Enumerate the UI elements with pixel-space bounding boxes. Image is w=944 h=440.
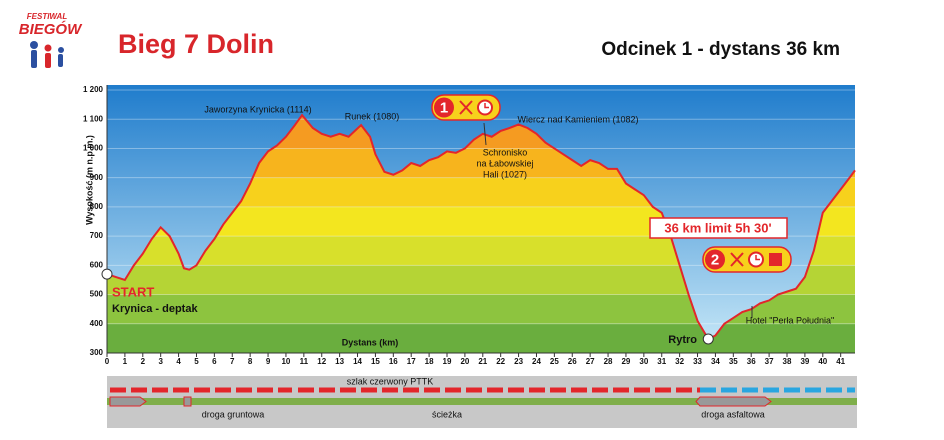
road-arrow <box>695 396 772 407</box>
surface-line <box>107 398 857 405</box>
hotel-label: Hotel "Perła Południa" <box>746 315 834 325</box>
elevation-band <box>107 323 855 353</box>
station-circle <box>434 97 454 118</box>
station-number: 1 <box>440 99 448 116</box>
x-tick-label: 35 <box>729 357 738 366</box>
shelter-label: Schronisko <box>483 147 528 157</box>
x-tick-label: 33 <box>693 357 702 366</box>
route-legend: droga gruntowa <box>202 409 265 419</box>
y-tick-label: 1 000 <box>83 144 104 153</box>
y-tick-label: 900 <box>90 173 104 182</box>
peak-label: Wiercz nad Kamieniem (1082) <box>517 114 638 124</box>
chart-title: Bieg 7 Dolin <box>118 29 274 59</box>
leader <box>483 122 487 146</box>
x-tick-label: 10 <box>281 357 290 366</box>
x-tick-label: 9 <box>266 357 271 366</box>
logo-main: BIEGÓW <box>19 20 83 38</box>
x-tick-label: 25 <box>550 357 559 366</box>
clock-hands <box>484 103 489 109</box>
x-tick-label: 37 <box>765 357 774 366</box>
x-tick-label: 34 <box>711 357 720 366</box>
finish-label: Rytro <box>668 334 697 346</box>
x-axis-label: Dystans (km) <box>342 337 399 347</box>
x-tick-label: 29 <box>621 357 630 366</box>
x-tick-label: 16 <box>389 357 398 366</box>
food-icon <box>459 100 473 115</box>
x-tick-label: 5 <box>194 357 199 366</box>
y-tick-label: 400 <box>90 319 104 328</box>
x-tick-label: 41 <box>836 357 845 366</box>
start-place: Krynica - deptak <box>112 303 198 315</box>
y-tick-label: 800 <box>90 202 104 211</box>
clock-hands <box>755 255 760 261</box>
shelter-label: na Łabowskiej <box>476 158 533 168</box>
x-tick-label: 7 <box>230 357 235 366</box>
elevation-line <box>106 113 856 341</box>
finish-point <box>702 333 714 345</box>
x-tick-label: 19 <box>443 357 452 366</box>
x-tick-label: 39 <box>800 357 809 366</box>
y-tick-label: 500 <box>90 290 104 299</box>
x-axis-bar <box>105 353 857 371</box>
y-tick-label: 300 <box>90 348 104 357</box>
x-tick-label: 40 <box>818 357 827 366</box>
limit-label: 36 km limit 5h 30' <box>664 220 771 235</box>
x-tick-label: 31 <box>657 357 666 366</box>
x-tick-label: 13 <box>335 357 344 366</box>
y-tick-label: 600 <box>90 260 104 269</box>
x-tick-label: 38 <box>783 357 792 366</box>
y-tick-label: 700 <box>90 231 104 240</box>
x-tick-label: 17 <box>407 357 416 366</box>
x-tick-label: 26 <box>568 357 577 366</box>
x-tick-label: 6 <box>212 357 217 366</box>
x-tick-label: 24 <box>532 357 541 366</box>
x-tick-label: 8 <box>248 357 253 366</box>
limit-box <box>649 217 788 239</box>
x-tick-label: 14 <box>353 357 362 366</box>
x-tick-label: 11 <box>300 357 309 366</box>
station-number: 2 <box>711 251 719 268</box>
y-tick-label: 1 200 <box>83 85 104 94</box>
x-tick-label: 3 <box>158 357 163 366</box>
bag-icon <box>769 253 782 266</box>
route-legend: szlak czerwony PTTK <box>347 376 434 386</box>
road-arrow <box>183 396 192 407</box>
station-circle <box>705 249 725 270</box>
route-legend: droga asfaltowa <box>701 409 765 419</box>
logo-runners <box>30 41 64 68</box>
shelter-label: Hali (1027) <box>483 169 527 179</box>
peak-label: Jaworzyna Krynicka (1114) <box>204 104 311 114</box>
x-tick-label: 22 <box>496 357 505 366</box>
route-legend: ścieżka <box>432 409 462 419</box>
x-tick-label: 0 <box>105 357 110 366</box>
x-tick-label: 28 <box>604 357 613 366</box>
x-tick-label: 1 <box>123 357 128 366</box>
peak-label: Runek (1080) <box>345 111 400 121</box>
x-tick-label: 27 <box>586 357 595 366</box>
x-tick-label: 2 <box>141 357 146 366</box>
chart-subtitle: Odcinek 1 - dystans 36 km <box>601 39 840 60</box>
start-point <box>101 268 113 280</box>
road-arrow <box>109 396 147 407</box>
x-tick-label: 21 <box>478 357 487 366</box>
food-icon <box>730 252 744 267</box>
x-tick-label: 30 <box>639 357 648 366</box>
x-tick-label: 36 <box>747 357 756 366</box>
x-tick-label: 32 <box>675 357 684 366</box>
y-axis-label: Wysokość (m n.p.m.) <box>84 135 94 225</box>
x-tick-label: 18 <box>425 357 434 366</box>
x-tick-label: 4 <box>176 357 181 366</box>
x-tick-label: 12 <box>317 357 326 366</box>
x-tick-label: 23 <box>514 357 523 366</box>
x-tick-label: 20 <box>460 357 469 366</box>
y-tick-label: 1 100 <box>83 114 104 123</box>
x-tick-label: 15 <box>371 357 380 366</box>
logo-top: FESTIWAL <box>27 12 68 21</box>
start-label: START <box>112 284 154 299</box>
